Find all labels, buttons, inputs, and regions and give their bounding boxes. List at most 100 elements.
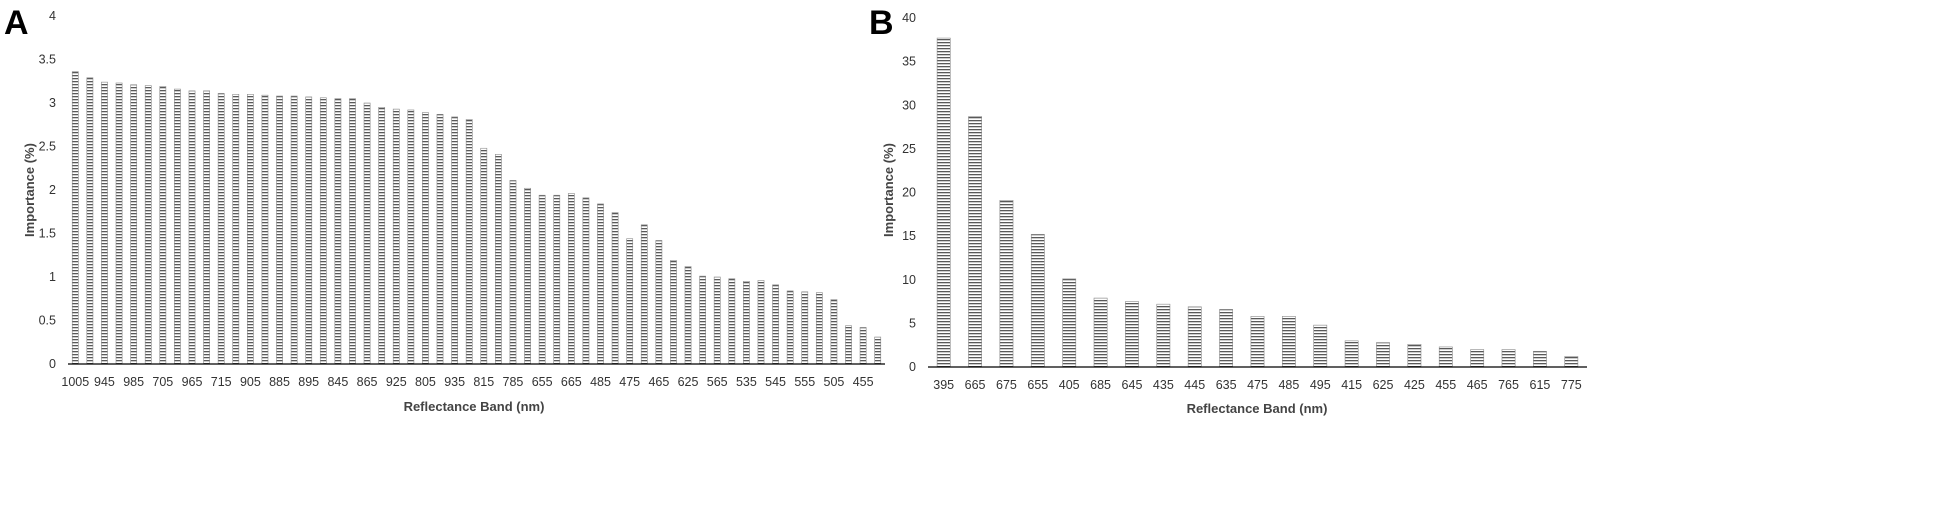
bar-b (1376, 342, 1390, 368)
x-tick-label-b: 685 (1090, 378, 1111, 392)
y-tick-label-b: 20 (902, 186, 916, 200)
x-tick-label-a: 905 (240, 375, 261, 389)
bar-a (538, 194, 546, 365)
bar-a (465, 119, 473, 365)
bar-a (553, 194, 561, 365)
bar-a (174, 88, 181, 365)
bar-a (597, 203, 604, 365)
bar-a (247, 94, 254, 365)
bar-b (1407, 344, 1422, 368)
y-tick-label-b: 35 (902, 55, 916, 69)
bar-a (305, 96, 313, 365)
x-tick-label-a: 935 (444, 375, 465, 389)
y-tick-label-a: 1.5 (39, 227, 56, 241)
bar-b (1533, 350, 1547, 368)
x-axis-title-a: Reflectance Band (nm) (404, 399, 545, 414)
x-tick-label-a: 805 (415, 375, 436, 389)
bar-b (1187, 306, 1202, 368)
x-tick-label-a: 785 (503, 375, 524, 389)
bar-b (1281, 316, 1296, 368)
bar-a (859, 327, 867, 365)
bar-a (71, 71, 79, 365)
bar-a (101, 81, 108, 365)
bar-b (1470, 349, 1485, 368)
bar-a (261, 94, 269, 365)
x-tick-label-b: 765 (1498, 378, 1519, 392)
x-tick-label-a: 815 (473, 375, 494, 389)
bar-a (699, 275, 707, 365)
bar-a (363, 102, 371, 365)
bar-a (786, 290, 794, 365)
x-tick-label-b: 425 (1404, 378, 1425, 392)
bar-a (144, 85, 152, 365)
y-tick-label-a: 2 (49, 183, 56, 197)
chart-panel-a: A Importance (%) Reflectance Band (nm) 0… (4, 4, 885, 414)
bar-a (815, 292, 823, 365)
bar-a (130, 84, 138, 365)
bar-a (349, 98, 356, 365)
x-tick-label-a: 555 (794, 375, 815, 389)
bar-a (640, 224, 648, 365)
x-tick-label-a: 925 (386, 375, 407, 389)
y-axis-title-a: Importance (%) (22, 143, 37, 237)
x-tick-label-a: 845 (327, 375, 348, 389)
bar-a (319, 97, 327, 365)
x-tick-label-b: 615 (1530, 378, 1551, 392)
x-tick-label-a: 665 (561, 375, 582, 389)
x-tick-label-a: 545 (765, 375, 786, 389)
bar-a (480, 147, 488, 365)
x-tick-label-b: 635 (1216, 378, 1237, 392)
x-tick-label-b: 395 (933, 378, 954, 392)
x-tick-label-a: 715 (211, 375, 232, 389)
x-tick-label-a: 985 (123, 375, 144, 389)
y-tick-label-a: 0.5 (39, 314, 56, 328)
bar-a (159, 86, 167, 365)
x-tick-label-b: 445 (1184, 378, 1205, 392)
bar-a (407, 109, 415, 365)
x-tick-label-a: 625 (678, 375, 699, 389)
x-tick-label-a: 475 (619, 375, 640, 389)
x-tick-label-a: 895 (298, 375, 319, 389)
bar-a (582, 197, 590, 365)
bar-a (626, 238, 634, 365)
y-tick-label-a: 0 (49, 357, 56, 371)
x-tick-label-b: 475 (1247, 378, 1268, 392)
bar-a (801, 291, 809, 365)
y-axis-title-b: Importance (%) (881, 143, 896, 237)
plot-area-a: 0 0.5 1 1.5 2 2.5 3 3.5 4 1005 945 985 705 965 715 905 8… (39, 9, 885, 389)
bar-a (276, 95, 283, 365)
bar-a (830, 299, 838, 365)
y-tick-label-b: 40 (902, 11, 916, 25)
x-tick-label-b: 495 (1310, 378, 1331, 392)
y-tick-label-a: 3 (49, 96, 56, 110)
bar-a (115, 82, 123, 365)
bar-a (728, 278, 736, 365)
bar-a (451, 116, 458, 365)
bar-a (392, 108, 400, 365)
bar-a (436, 114, 444, 365)
x-tick-label-b: 465 (1467, 378, 1488, 392)
y-tick-label-b: 30 (902, 98, 916, 112)
x-tick-label-a: 655 (532, 375, 553, 389)
x-tick-label-b: 455 (1435, 378, 1456, 392)
bar-b (1564, 356, 1579, 368)
x-tick-label-b: 405 (1059, 378, 1080, 392)
panel-label-b: B (869, 4, 894, 42)
bar-a (670, 260, 677, 365)
bar-a (86, 77, 94, 365)
bar-b (1438, 346, 1453, 368)
bar-a (188, 90, 196, 365)
bar-a (378, 107, 386, 365)
bar-a (524, 187, 531, 365)
plot-area-b: 0 5 10 15 20 25 30 35 40 395 665 675 655 405 685 645 435… (902, 11, 1587, 392)
x-tick-label-a: 885 (269, 375, 290, 389)
bar-b (1156, 303, 1171, 368)
x-tick-label-a: 535 (736, 375, 757, 389)
x-axis-title-b: Reflectance Band (nm) (1187, 401, 1328, 416)
x-tick-label-a: 455 (853, 375, 874, 389)
bar-a (334, 98, 342, 365)
bar-a (874, 336, 882, 365)
bar-b (936, 37, 951, 368)
bar-b (1313, 324, 1328, 368)
